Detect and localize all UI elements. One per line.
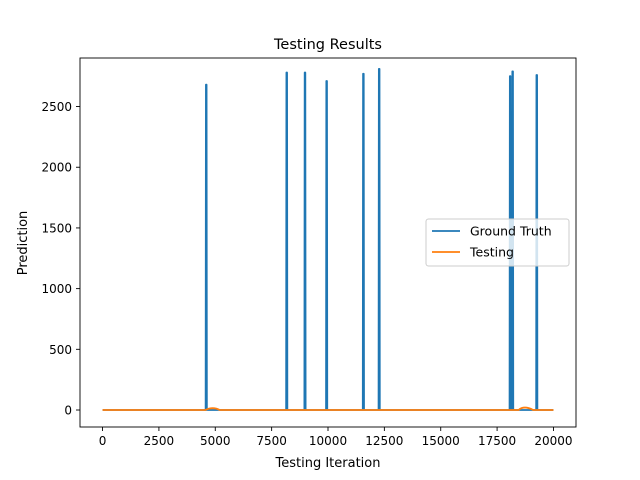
y-tick-label: 2500 xyxy=(41,100,72,114)
x-tick-label: 2500 xyxy=(144,434,175,448)
y-axis-label: Prediction xyxy=(16,211,31,276)
y-axis-ticks: 0 500 1000 1500 2000 2500 xyxy=(41,100,80,418)
y-tick-label: 0 xyxy=(64,404,72,418)
y-tick-label: 1000 xyxy=(41,282,72,296)
x-tick-label: 15000 xyxy=(422,434,460,448)
x-tick-label: 0 xyxy=(99,434,107,448)
legend-label: Testing xyxy=(469,245,514,260)
legend-box xyxy=(425,218,570,267)
legend: Ground Truth Testing xyxy=(425,218,570,267)
y-tick-label: 1500 xyxy=(41,221,72,235)
x-tick-label: 20000 xyxy=(534,434,572,448)
x-tick-label: 5000 xyxy=(200,434,231,448)
x-axis-label: Testing Iteration xyxy=(275,456,381,471)
x-tick-label: 10000 xyxy=(309,434,347,448)
x-tick-label: 17500 xyxy=(478,434,516,448)
x-tick-label: 7500 xyxy=(256,434,287,448)
legend-label: Ground Truth xyxy=(470,224,552,239)
x-axis-ticks: 0 2500 5000 7500 10000 12500 15000 17500 20000 xyxy=(99,427,573,448)
series-line-1 xyxy=(102,68,554,411)
chart-title: Testing Results xyxy=(273,37,382,53)
y-tick-label: 2000 xyxy=(41,161,72,175)
series-line-2 xyxy=(102,406,554,411)
x-tick-label: 12500 xyxy=(365,434,403,448)
y-tick-label: 500 xyxy=(49,343,72,357)
